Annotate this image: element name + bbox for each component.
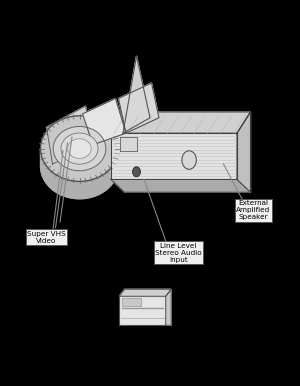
Polygon shape (82, 98, 126, 145)
Ellipse shape (68, 139, 91, 158)
Polygon shape (120, 137, 136, 151)
Polygon shape (46, 106, 93, 164)
Circle shape (182, 151, 196, 169)
Circle shape (133, 167, 140, 177)
Polygon shape (118, 83, 159, 133)
Polygon shape (166, 290, 171, 325)
Polygon shape (111, 112, 250, 133)
Text: Line Level
Stereo Audio
Input: Line Level Stereo Audio Input (155, 243, 202, 263)
Ellipse shape (53, 127, 106, 171)
Polygon shape (119, 290, 171, 296)
Polygon shape (111, 133, 237, 179)
Polygon shape (122, 298, 141, 306)
Ellipse shape (40, 133, 118, 199)
Ellipse shape (40, 116, 118, 181)
Polygon shape (123, 56, 150, 133)
Ellipse shape (61, 133, 98, 164)
Text: Super VHS
Video: Super VHS Video (27, 231, 66, 244)
Text: External
Amplified
Speaker: External Amplified Speaker (236, 200, 271, 220)
Polygon shape (119, 296, 166, 325)
Polygon shape (237, 112, 250, 192)
Polygon shape (40, 149, 118, 199)
Polygon shape (111, 179, 250, 192)
